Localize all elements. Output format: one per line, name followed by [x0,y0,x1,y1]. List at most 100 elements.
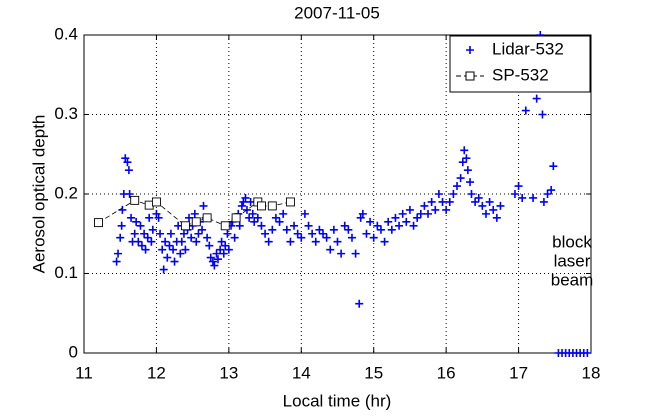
data-point [134,237,143,246]
data-point [140,229,149,238]
data-point [466,178,475,187]
data-point [474,193,483,202]
data-point [463,166,472,175]
data-point [340,221,349,230]
data-point [282,225,291,234]
data-point [518,193,527,202]
data-point [456,174,465,183]
data-point [241,193,250,202]
data-point [165,241,174,250]
chart-title: 2007-11-05 [294,3,380,22]
data-point [358,209,367,218]
data-point [539,197,548,206]
data-point [185,213,194,222]
data-point [125,190,134,198]
data-point [202,213,212,223]
data-point [521,106,530,115]
data-point [366,217,375,226]
data-point [187,233,196,242]
data-point [127,213,136,222]
data-point [286,237,295,246]
data-point [279,209,288,218]
x-tick-label: 17 [509,363,528,382]
x-tick-label: 13 [219,363,238,382]
data-point [217,237,226,246]
data-point [145,213,154,222]
data-point [250,217,259,226]
data-point [290,221,299,230]
data-point [409,221,418,230]
x-tick-label: 14 [292,363,311,382]
data-point [117,221,126,230]
data-point [190,209,199,218]
data-point [154,213,163,222]
data-point [442,205,451,214]
data-point [583,349,592,357]
data-point [347,233,356,242]
x-axis-label: Local time (hr) [283,391,392,410]
data-point [177,237,186,246]
data-point [438,197,447,206]
data-point [141,245,150,254]
data-point [402,217,411,226]
data-point [151,197,161,207]
data-point [362,229,371,238]
data-point [387,225,396,234]
data-point [369,233,378,242]
data-point [130,229,139,238]
x-tick-label: 12 [147,363,166,382]
data-point [130,195,140,205]
data-point [246,197,255,206]
data-point [203,233,212,242]
data-point [293,229,302,238]
data-point [220,221,230,231]
data-point [538,110,547,119]
data-point [460,146,469,155]
data-point [458,158,467,167]
data-point [543,190,552,198]
data-point [549,162,558,171]
data-point [337,249,346,258]
data-point [208,257,217,266]
data-point [116,233,125,242]
data-point [253,213,262,222]
data-point [489,205,498,214]
data-point [355,299,364,308]
data-point [137,241,146,250]
data-point [219,249,228,258]
data-point [267,201,277,211]
data-point [159,265,168,274]
data-point [478,201,487,210]
data-point [257,201,266,211]
data-point [257,221,266,230]
y-tick-label: 0.2 [54,183,78,202]
y-tick-label: 0.3 [54,104,78,123]
data-point [136,221,145,230]
x-tick-label: 15 [364,363,383,382]
data-point [376,225,385,234]
data-point [514,182,523,191]
data-point [434,190,443,198]
data-point [156,229,165,238]
data-point [230,233,239,242]
data-point [391,213,400,222]
data-point [170,257,179,266]
data-point [427,197,436,206]
data-point [333,237,342,246]
x-tick-label: 11 [75,363,93,382]
data-point [158,245,167,254]
data-point [496,201,505,210]
data-point [147,237,156,246]
data-point [445,197,454,206]
legend-box [449,35,591,93]
data-point [462,154,471,163]
annotation: laser [554,251,591,270]
legend-label: SP-532 [492,65,549,84]
legend-label: Lidar-532 [492,39,564,58]
data-point [212,249,221,258]
data-point [547,186,556,195]
data-point [231,213,241,223]
data-point [373,221,382,230]
data-point [242,205,251,214]
